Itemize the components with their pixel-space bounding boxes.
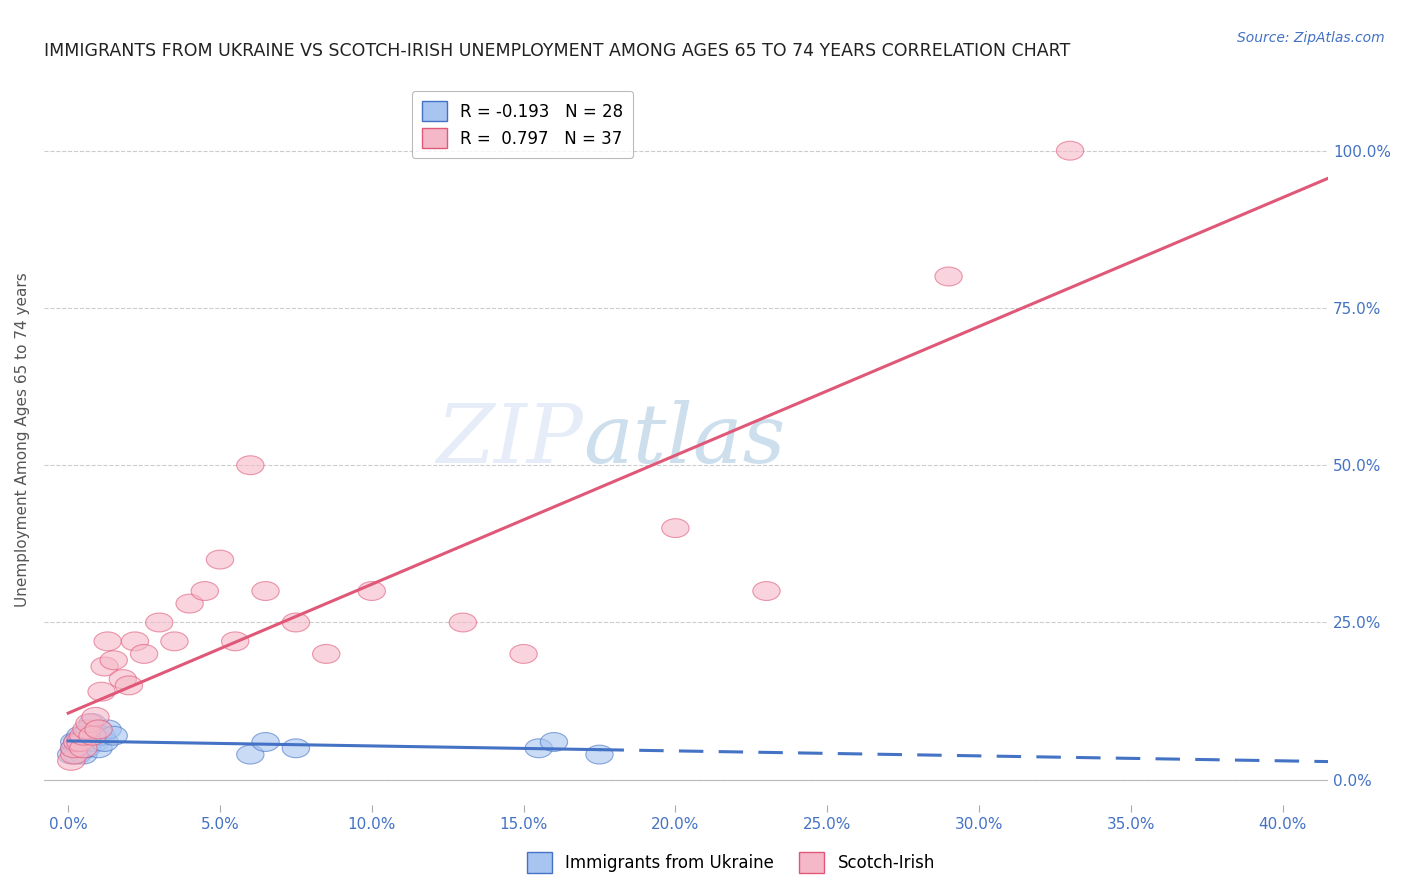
Ellipse shape <box>63 745 91 764</box>
Ellipse shape <box>89 726 115 745</box>
Ellipse shape <box>662 518 689 538</box>
Ellipse shape <box>66 739 94 757</box>
Ellipse shape <box>66 732 94 751</box>
Ellipse shape <box>79 726 105 745</box>
Ellipse shape <box>84 739 112 757</box>
Ellipse shape <box>66 726 94 745</box>
Ellipse shape <box>191 582 218 600</box>
Ellipse shape <box>58 745 84 764</box>
Ellipse shape <box>60 745 89 764</box>
Y-axis label: Unemployment Among Ages 65 to 74 years: Unemployment Among Ages 65 to 74 years <box>15 273 30 607</box>
Ellipse shape <box>76 714 103 732</box>
Ellipse shape <box>131 645 157 664</box>
Ellipse shape <box>70 726 97 745</box>
Ellipse shape <box>60 732 89 751</box>
Ellipse shape <box>510 645 537 664</box>
Ellipse shape <box>76 732 103 751</box>
Ellipse shape <box>176 594 204 613</box>
Text: atlas: atlas <box>583 400 786 480</box>
Ellipse shape <box>63 732 91 751</box>
Ellipse shape <box>236 456 264 475</box>
Ellipse shape <box>935 267 962 286</box>
Ellipse shape <box>1056 141 1084 161</box>
Ellipse shape <box>91 657 118 676</box>
Ellipse shape <box>252 732 280 751</box>
Ellipse shape <box>73 720 100 739</box>
Ellipse shape <box>115 676 142 695</box>
Ellipse shape <box>70 745 97 764</box>
Ellipse shape <box>359 582 385 600</box>
Text: Source: ZipAtlas.com: Source: ZipAtlas.com <box>1237 31 1385 45</box>
Ellipse shape <box>94 720 121 739</box>
Legend: R = -0.193   N = 28, R =  0.797   N = 37: R = -0.193 N = 28, R = 0.797 N = 37 <box>412 91 633 158</box>
Ellipse shape <box>160 632 188 651</box>
Ellipse shape <box>100 726 128 745</box>
Legend: Immigrants from Ukraine, Scotch-Irish: Immigrants from Ukraine, Scotch-Irish <box>520 846 942 880</box>
Ellipse shape <box>752 582 780 600</box>
Ellipse shape <box>449 613 477 632</box>
Ellipse shape <box>63 732 91 751</box>
Ellipse shape <box>312 645 340 664</box>
Text: IMMIGRANTS FROM UKRAINE VS SCOTCH-IRISH UNEMPLOYMENT AMONG AGES 65 TO 74 YEARS C: IMMIGRANTS FROM UKRAINE VS SCOTCH-IRISH … <box>44 42 1070 60</box>
Ellipse shape <box>89 682 115 701</box>
Ellipse shape <box>70 739 97 757</box>
Text: ZIP: ZIP <box>436 400 583 480</box>
Ellipse shape <box>252 582 280 600</box>
Ellipse shape <box>207 550 233 569</box>
Ellipse shape <box>283 613 309 632</box>
Ellipse shape <box>82 732 110 751</box>
Ellipse shape <box>60 739 89 757</box>
Ellipse shape <box>100 651 128 670</box>
Ellipse shape <box>146 613 173 632</box>
Ellipse shape <box>79 726 105 745</box>
Ellipse shape <box>586 745 613 764</box>
Ellipse shape <box>283 739 309 757</box>
Ellipse shape <box>58 751 84 771</box>
Ellipse shape <box>524 739 553 757</box>
Ellipse shape <box>84 720 112 739</box>
Ellipse shape <box>236 745 264 764</box>
Ellipse shape <box>79 714 105 732</box>
Ellipse shape <box>94 632 121 651</box>
Ellipse shape <box>222 632 249 651</box>
Ellipse shape <box>76 720 103 739</box>
Ellipse shape <box>82 707 110 726</box>
Ellipse shape <box>84 720 112 739</box>
Ellipse shape <box>121 632 149 651</box>
Ellipse shape <box>110 670 136 689</box>
Ellipse shape <box>73 726 100 745</box>
Ellipse shape <box>70 732 97 751</box>
Ellipse shape <box>60 739 89 757</box>
Ellipse shape <box>91 732 118 751</box>
Ellipse shape <box>540 732 568 751</box>
Ellipse shape <box>73 739 100 757</box>
